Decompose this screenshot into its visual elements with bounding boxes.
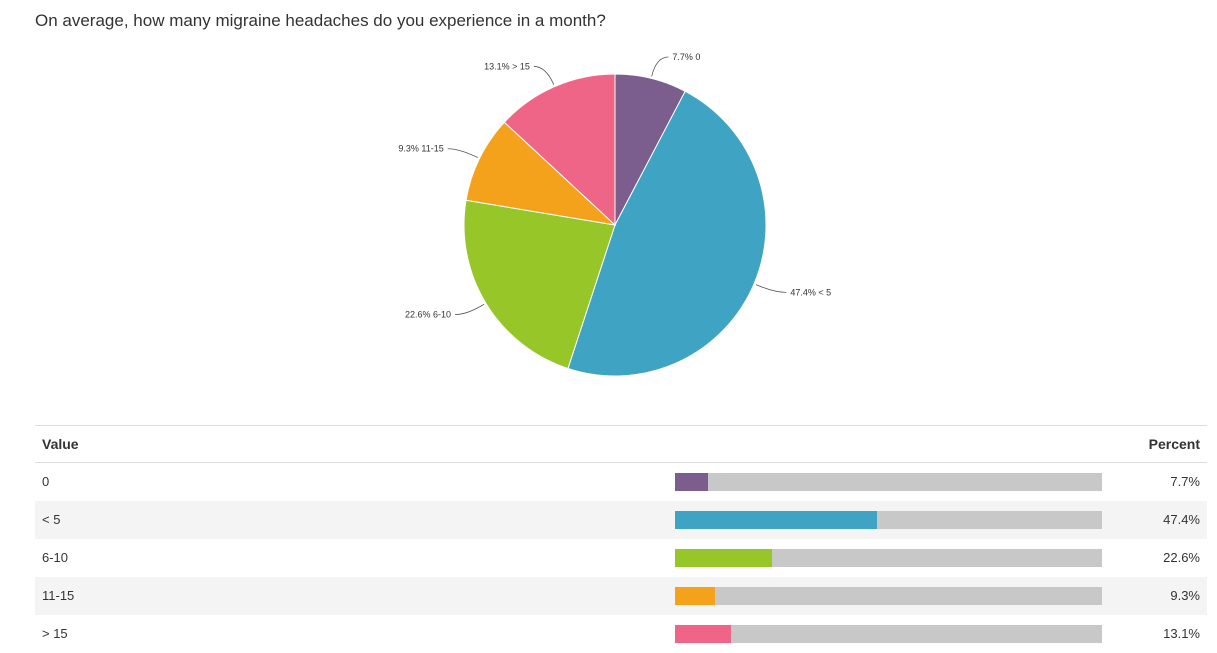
leader-line <box>447 148 478 158</box>
pie-chart: 7.7% 0 47.4% < 5 22.6% 6-10 9.3% 11-15 13.1%… <box>398 52 831 377</box>
pie-slice <box>463 199 616 370</box>
leader-line <box>651 56 669 77</box>
table-row: 0 7.7% <box>35 463 1207 501</box>
bar-track <box>675 587 1102 605</box>
leader-line <box>755 284 787 293</box>
pie-data-label: 22.6% 6-10 <box>405 310 451 320</box>
bar-fill <box>675 549 772 567</box>
leader-line <box>533 66 555 85</box>
table-row: < 5 47.4% <box>35 501 1207 539</box>
results-table: Value Percent 0 7.7% < 5 47.4% 6-10 22.6… <box>35 425 1207 653</box>
leader-line <box>455 303 485 316</box>
bar-track <box>675 549 1102 567</box>
pie-slice <box>503 73 616 227</box>
bar-fill <box>675 511 878 529</box>
pie-data-label: 9.3% 11-15 <box>398 144 443 154</box>
bar-fill <box>675 587 715 605</box>
table-row: 11-15 9.3% <box>35 577 1207 615</box>
pie-data-label: 7.7% 0 <box>672 52 700 62</box>
row-value: 6-10 <box>42 550 69 565</box>
row-percent: 9.3% <box>1170 588 1200 603</box>
pie-data-label: 47.4% < 5 <box>790 287 831 297</box>
row-value: < 5 <box>42 512 61 527</box>
table-row: 6-10 22.6% <box>35 539 1207 577</box>
pie-slice <box>567 90 767 377</box>
row-value: 11-15 <box>42 588 75 603</box>
pie-data-label: 13.1% > 15 <box>484 61 530 71</box>
row-value: 0 <box>42 474 50 489</box>
header-percent: Percent <box>1148 436 1200 452</box>
bar-track <box>675 511 1102 529</box>
bar-fill <box>675 473 708 491</box>
bar-track <box>675 473 1102 491</box>
table-header: Value Percent <box>35 425 1207 463</box>
table-row: > 15 13.1% <box>35 615 1207 653</box>
pie-slice <box>465 121 617 226</box>
row-percent: 47.4% <box>1163 512 1200 527</box>
bar-fill <box>675 625 731 643</box>
header-value: Value <box>42 436 79 452</box>
row-percent: 22.6% <box>1163 550 1200 565</box>
question-title: On average, how many migraine headaches … <box>35 11 606 30</box>
row-value: > 15 <box>42 626 68 641</box>
bar-track <box>675 625 1102 643</box>
row-percent: 13.1% <box>1163 626 1200 641</box>
row-percent: 7.7% <box>1170 474 1200 489</box>
